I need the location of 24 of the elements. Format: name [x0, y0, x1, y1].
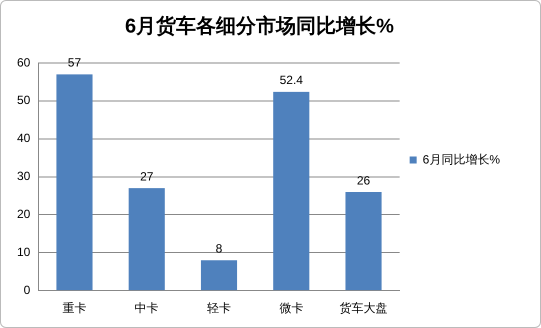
y-tick-label: 50 — [16, 93, 31, 108]
x-tick-label: 货车大盘 — [340, 301, 388, 316]
y-tick-label: 30 — [16, 169, 31, 184]
x-tick-label: 中卡 — [134, 301, 159, 316]
x-tick-label: 微卡 — [279, 301, 304, 316]
y-tick-label: 60 — [16, 55, 31, 70]
data-label: 52.4 — [280, 73, 304, 88]
bar — [56, 74, 93, 290]
bar — [345, 192, 382, 290]
bar — [273, 92, 310, 290]
data-label: 27 — [140, 169, 154, 184]
chart-title: 6月货车各细分市场同比增长% — [125, 14, 394, 38]
y-tick-label: 0 — [24, 282, 31, 297]
legend-label: 6月同比增长% — [422, 152, 500, 166]
y-tick-label: 20 — [16, 207, 31, 222]
y-tick-label: 10 — [16, 244, 31, 259]
x-tick-label: 重卡 — [62, 301, 86, 316]
x-tick-label: 轻卡 — [207, 301, 231, 316]
bar — [128, 188, 165, 290]
data-label: 57 — [68, 56, 82, 70]
data-label: 8 — [216, 242, 223, 256]
data-label: 26 — [356, 173, 371, 188]
y-tick-label: 40 — [16, 131, 31, 146]
bar — [200, 260, 238, 290]
